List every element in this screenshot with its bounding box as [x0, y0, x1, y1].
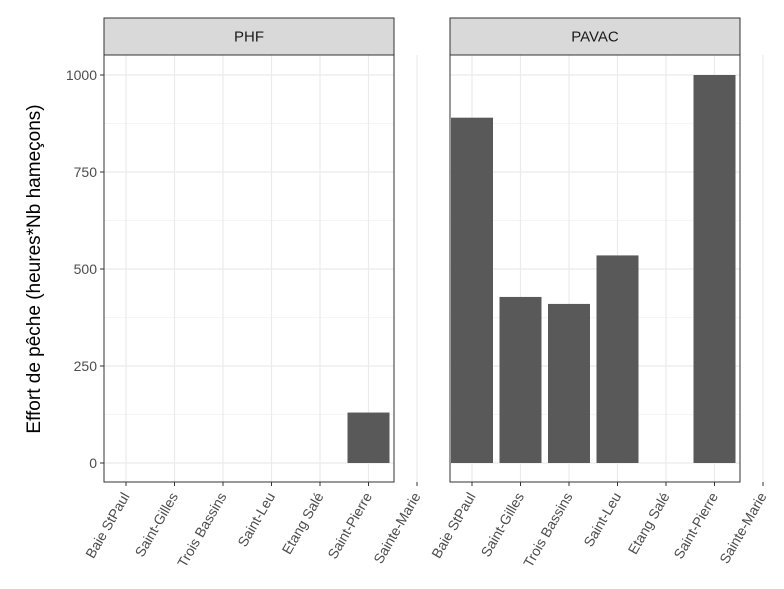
facet-label: PAVAC — [571, 29, 619, 46]
y-tick-label: 750 — [74, 164, 98, 180]
x-tick-label: Sainte-Marie — [370, 489, 424, 566]
x-tick-label: Saint-Pierre — [670, 489, 721, 561]
x-tick-label: Baie StPaul — [82, 490, 132, 561]
facet-label: PHF — [234, 29, 264, 46]
bar-pavac-0 — [451, 117, 493, 464]
x-tick-label: Saint-Leu — [580, 490, 624, 550]
x-tick-label: Saint-Gilles — [131, 490, 181, 560]
bar-pavac-1 — [499, 296, 542, 463]
x-tick-label: Trois Bassins — [174, 490, 230, 570]
x-tick-label: Sainte-Marie — [716, 489, 770, 566]
x-tick-label: Saint-Pierre — [324, 489, 375, 561]
bar-pavac-2 — [548, 303, 590, 463]
x-tick-label: Baie StPaul — [428, 490, 478, 561]
x-tick-label: Saint-Gilles — [477, 490, 527, 560]
x-tick-label: Etang Salé — [624, 489, 672, 557]
x-tick-label: Trois Bassins — [520, 490, 576, 570]
panel-border — [449, 54, 741, 483]
x-tick-label: Saint-Leu — [234, 490, 278, 550]
facet-strip — [103, 17, 395, 56]
bar-pavac-5 — [693, 75, 736, 463]
bar-pavac-3 — [596, 255, 639, 463]
y-tick-label: 0 — [89, 455, 97, 471]
y-tick-label: 1000 — [66, 67, 97, 83]
y-axis-title: Effort de pêche (heures*Nb hameçons) — [24, 104, 45, 433]
x-tick-label: Etang Salé — [278, 489, 326, 557]
bar-phf-5 — [347, 412, 390, 463]
y-tick-label: 500 — [74, 261, 98, 277]
y-tick-label: 250 — [74, 358, 98, 374]
